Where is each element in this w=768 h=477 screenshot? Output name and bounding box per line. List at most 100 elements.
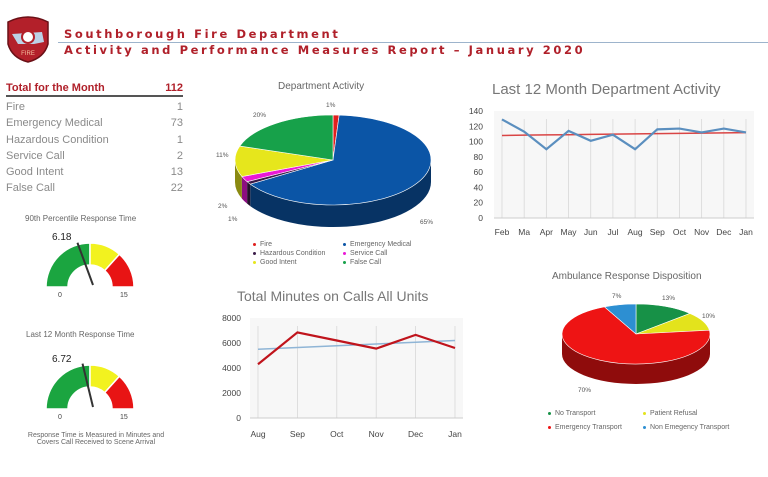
legend-item: Hazardous Condition [253,250,343,257]
row-value: 22 [170,182,183,195]
y-tick-label: 0 [236,413,241,423]
row-label: Emergency Medical [6,117,103,130]
gauge-min-label: 0 [58,414,62,421]
pie-data-label: 65% [420,219,433,226]
x-tick-label: Jun [584,227,598,237]
report-subtitle: Activity and Performance Measures Report… [64,43,586,57]
legend-label: Non Emegency Transport [650,424,730,431]
x-tick-label: Oct [330,429,344,439]
row-value: 1 [176,101,183,113]
pie-chart: 13% 10% 70% 7% [561,293,715,394]
legend-label: No Transport [555,410,596,417]
legend-item: No Transport [548,410,643,417]
row-label: Service Call [6,149,65,162]
gauge-needle [81,363,94,408]
table-header: Total for the Month 112 [6,82,183,97]
pie-slice-side [562,334,710,384]
footnote-line: Response Time is Measured in Minutes and [27,432,165,439]
x-tick-label: Nov [369,429,385,439]
series-line [257,331,456,366]
x-tick-label: May [561,227,578,237]
legend-label: Emergency Medical [350,241,412,248]
response-time-gauges: 6.18 0 15 6.72 0 15 [45,232,135,421]
legend-item: False Call [343,259,443,266]
gauge-band [103,375,135,410]
monthly-summary-table: Total for the Month 112 Fire 1 Emergency … [6,82,183,197]
legend-label: Patient Refusal [650,410,698,417]
y-tick-label: 6000 [222,338,241,348]
pie-slice [561,306,711,365]
gauge-2-title: Last 12 Month Response Time [26,330,135,339]
gauge-min-label: 0 [58,292,62,299]
y-tick-label: 100 [469,137,483,147]
table-row: Good Intent 13 [6,164,183,180]
gauge-value: 6.18 [52,232,72,243]
gauge-max-label: 15 [120,292,128,299]
legend-swatch [253,243,256,246]
legend-swatch [253,252,256,255]
pie-slice-side [235,160,242,199]
pie-slice-side [247,181,251,207]
x-tick-label: Oct [673,227,687,237]
legend-swatch [253,261,256,264]
legend-swatch [643,412,646,415]
legend-item: Good Intent [253,259,343,266]
y-tick-label: 140 [469,106,483,116]
x-tick-label: Aug [250,429,265,439]
x-tick-label: Apr [540,227,553,237]
y-tick-label: 20 [474,198,484,208]
series-line [501,118,747,151]
legend-item: Emergency Transport [548,424,643,431]
pie-data-label: 2% [218,203,228,210]
header-divider [58,42,768,43]
x-tick-label: Jul [607,227,618,237]
pie-slice-side [241,176,248,204]
gauge-value: 6.72 [52,354,72,365]
y-tick-label: 8000 [222,313,241,323]
legend-label: Emergency Transport [555,424,622,431]
line-chart: Aug Sep Oct Nov Dec Jan 0 2000 4000 6000 8000 [222,313,463,439]
y-tick-label: 0 [478,213,483,223]
y-tick-label: 2000 [222,388,241,398]
pie-slice [249,114,432,206]
ambulance-disposition-title: Ambulance Response Disposition [552,271,702,282]
y-tick-label: 120 [469,121,483,131]
legend-item: Patient Refusal [643,410,748,417]
pie-slice [603,303,637,335]
total-label: Total for the Month [6,82,105,94]
legend-label: False Call [350,259,382,266]
row-value: 13 [170,166,183,179]
x-tick-label: Feb [495,227,510,237]
legend-swatch [548,426,551,429]
legend-swatch [548,412,551,415]
plot-area [250,318,463,418]
gauge-max-label: 15 [120,414,128,421]
series-line [501,131,747,137]
x-tick-label: Dec [408,429,424,439]
fire-department-logo: FIRE [7,16,49,63]
legend-label: Hazardous Condition [260,250,326,257]
pie-data-label: 7% [612,293,622,300]
pie-data-label: 1% [326,102,336,109]
plot-area [494,111,754,218]
line-chart: Feb Ma Apr May Jun Jul Aug Sep Oct Nov Dec Jan 0 20 40… [469,106,754,237]
row-value: 73 [170,117,183,130]
x-tick-label: Jan [739,227,753,237]
x-tick-label: Jan [448,429,462,439]
pie-slice [239,114,334,161]
y-tick-label: 40 [474,182,484,192]
pie-data-label: 10% [702,313,715,320]
pie-slice-side [250,160,431,228]
pie-chart: 1%65%1%2%11%20% [216,102,433,228]
legend-label: Service Call [350,250,388,257]
legend-item: Service Call [343,250,443,257]
ambulance-disposition-legend: No Transport Patient Refusal Emergency T… [548,410,748,431]
department-activity-legend: Fire Emergency Medical Hazardous Conditi… [253,241,453,266]
legend-item: Fire [253,241,343,248]
logo-text: FIRE [21,51,35,57]
table-row: Emergency Medical 73 [6,115,183,131]
y-tick-label: 4000 [222,363,241,373]
pie-data-label: 20% [253,112,266,119]
